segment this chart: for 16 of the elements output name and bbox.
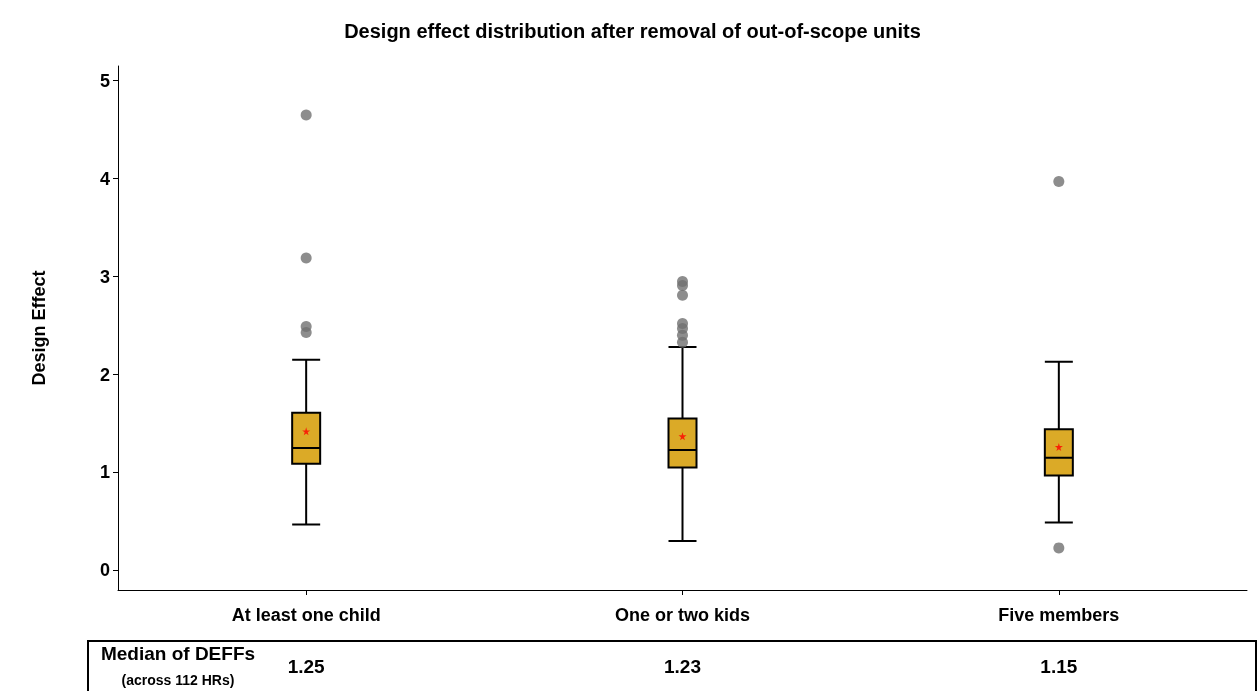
text: Median of DEFFs <box>100 642 256 664</box>
y-tick-label: 1 <box>99 462 110 483</box>
text: 1.23 <box>664 655 701 677</box>
x-tick-label: At least one child <box>231 605 381 625</box>
y-axis-title: Design Effect <box>29 270 49 386</box>
y-tick-label: 2 <box>99 364 110 385</box>
y-tick-label: 3 <box>99 266 110 287</box>
text: 1.25 <box>287 655 325 677</box>
y-tick-label: 4 <box>99 168 110 189</box>
y-tick-label: 5 <box>99 70 110 91</box>
text: 1.15 <box>1040 655 1078 677</box>
text: (across 112 HRs) <box>121 672 235 688</box>
x-tick-label: One or two kids <box>614 605 751 625</box>
chart-title: Design effect distribution after removal of out-of-scope units <box>344 20 921 42</box>
y-tick-label: 0 <box>99 560 110 581</box>
x-tick-label: Five members <box>998 605 1120 625</box>
